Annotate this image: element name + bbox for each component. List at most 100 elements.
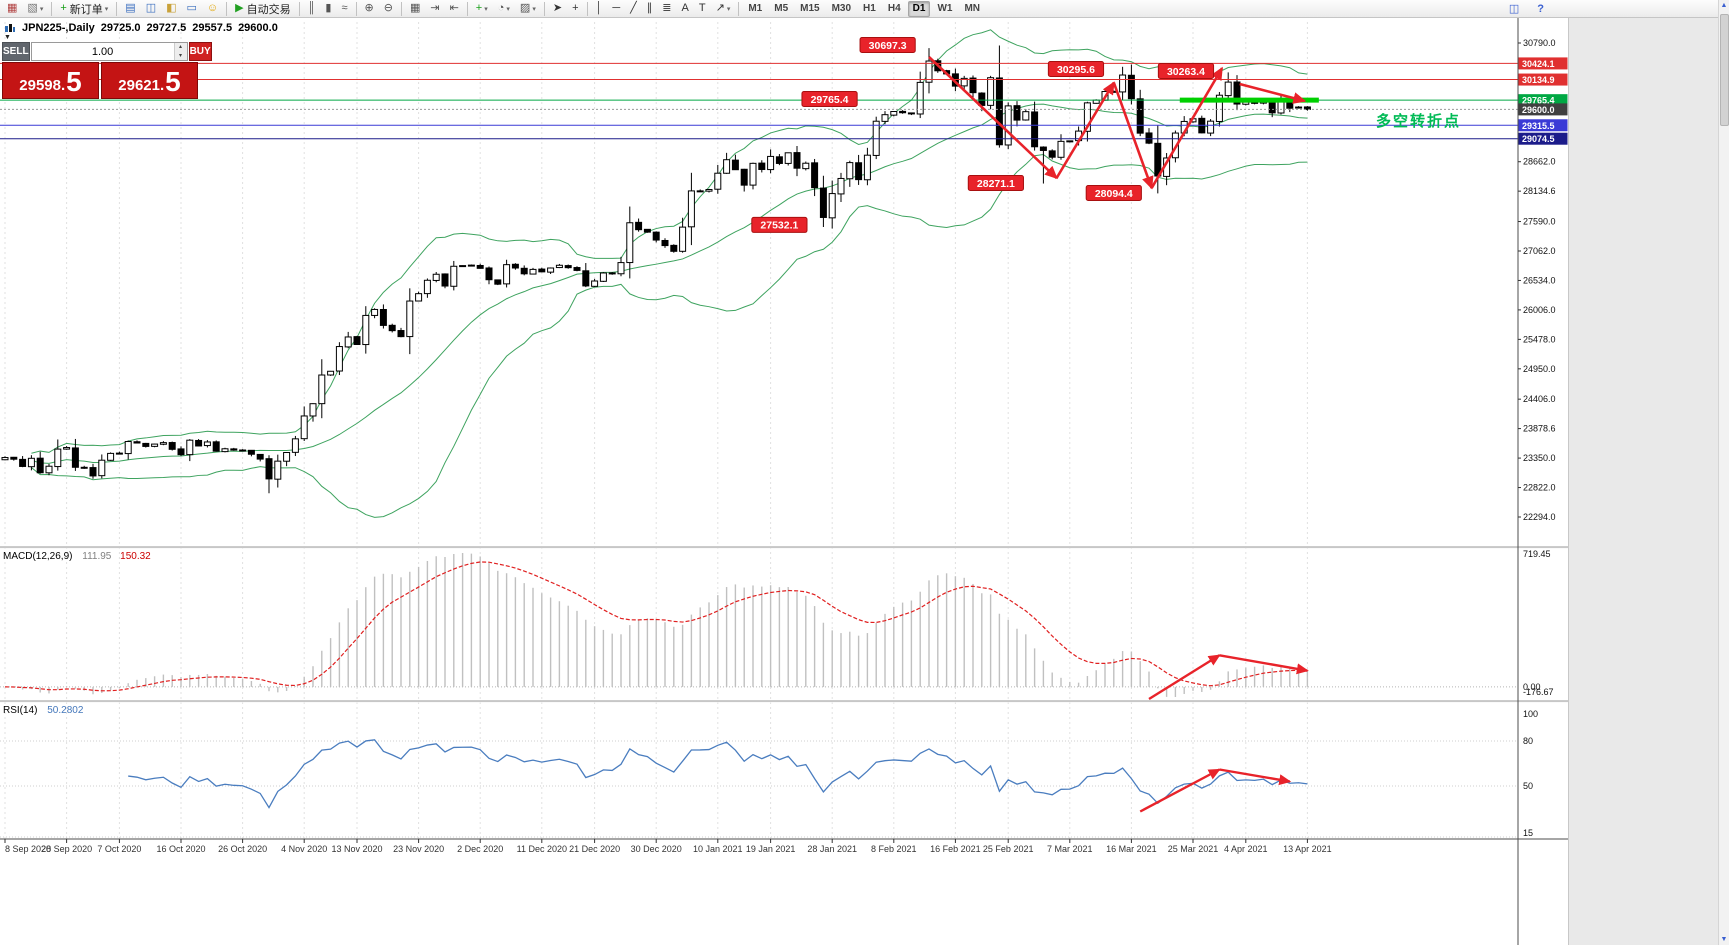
help-icon[interactable]: ? bbox=[1537, 2, 1544, 15]
candle bbox=[239, 449, 247, 452]
buy-button[interactable]: BUY bbox=[188, 42, 212, 61]
horizontal-line-icon: ─ bbox=[612, 2, 621, 14]
candle bbox=[124, 441, 132, 455]
candle bbox=[995, 77, 1003, 146]
annotation-price-label[interactable] bbox=[859, 37, 916, 54]
channel-icon[interactable]: ∥ bbox=[643, 0, 657, 17]
trend-arrow[interactable] bbox=[928, 56, 1058, 180]
indicators-icon[interactable]: + ▾ bbox=[472, 0, 492, 17]
candle bbox=[1207, 120, 1215, 134]
horizontal-line-icon[interactable]: ─ bbox=[608, 0, 624, 17]
text-label-icon[interactable]: T bbox=[695, 0, 710, 17]
sell-button[interactable]: SELL bbox=[2, 42, 30, 61]
turning-point-note[interactable]: 多空转折点 bbox=[1376, 113, 1462, 130]
timeframe-m30[interactable]: M30 bbox=[831, 3, 852, 14]
toolbar-separator bbox=[543, 1, 545, 16]
annotations[interactable]: 30697.3 30295.6 30263.4 29765.4 28271.1 28094… bbox=[751, 37, 1319, 813]
pane-separators[interactable] bbox=[0, 546, 1568, 840]
candle bbox=[555, 264, 563, 269]
templates-icon[interactable]: ▨ ▾ bbox=[516, 0, 540, 17]
line-chart-icon[interactable]: ≈ bbox=[337, 0, 351, 17]
volume-input[interactable] bbox=[31, 43, 174, 60]
annotation-price-label[interactable] bbox=[1047, 60, 1105, 77]
rsi-arrow[interactable] bbox=[1139, 768, 1221, 813]
annotation-price-label[interactable] bbox=[1157, 63, 1215, 80]
timeframe-h1[interactable]: H1 bbox=[863, 3, 876, 14]
annotation-price-label[interactable] bbox=[751, 216, 808, 233]
collapse-trading-panel-icon[interactable]: ▼ bbox=[4, 34, 11, 41]
macd-arrow[interactable] bbox=[1219, 654, 1309, 675]
timeframe-m15[interactable]: M15 bbox=[800, 3, 820, 14]
candle bbox=[547, 267, 555, 273]
timeframe-m1[interactable]: M1 bbox=[748, 3, 763, 14]
timeframe-w1[interactable]: W1 bbox=[937, 3, 953, 14]
rsi-tick-label: 50 bbox=[1523, 781, 1533, 791]
candlestick-chart-icon[interactable]: ▮ bbox=[321, 0, 335, 17]
data-window-icon[interactable]: ◫ bbox=[142, 0, 160, 17]
main-toolbar: ▦ ▧ ▾ + 新订单 ▾ ▤ ◫ ◧ ▭ ☺ ▶ 自动交易 ║ ▮ ≈ ⊕ ⊖ ▦ ⇥ ⇤ + ▾ ◔ ▾ ▨ ▾ ➤ + │ ─ ╱ ∥ ≣ A… bbox=[0, 0, 1719, 18]
scroll-thumb[interactable] bbox=[1720, 14, 1729, 126]
timeframe-m5[interactable]: M5 bbox=[774, 3, 789, 14]
annotation-price-label[interactable] bbox=[801, 91, 858, 108]
buy-price-button[interactable]: 29621. 5 bbox=[101, 62, 198, 99]
new-chart-icon[interactable]: ▦ bbox=[3, 0, 21, 17]
trend-arrow[interactable] bbox=[1055, 81, 1115, 179]
grid bbox=[4, 22, 1308, 839]
candle bbox=[283, 452, 291, 462]
cursor-icon[interactable]: ➤ bbox=[549, 0, 566, 17]
price-tick-label: 22822.0 bbox=[1523, 483, 1556, 493]
annotation-price-label[interactable] bbox=[1085, 184, 1142, 201]
vertical-line-icon[interactable]: │ bbox=[592, 0, 607, 17]
zoom-in-icon[interactable]: ⊕ bbox=[361, 0, 378, 17]
chart-window[interactable]: 30790.0 28662.0 28134.6 27590.0 27062.0 26534… bbox=[0, 18, 1568, 945]
price-chart-svg[interactable]: 30790.0 28662.0 28134.6 27590.0 27062.0 26534… bbox=[0, 18, 1568, 945]
new-order-button[interactable]: + 新订单 ▾ bbox=[56, 0, 112, 17]
macd-pane bbox=[0, 553, 1518, 697]
scroll-up-icon[interactable]: ▲ bbox=[1720, 2, 1728, 9]
price-tick-label: 23350.0 bbox=[1523, 453, 1556, 463]
vertical-scrollbar[interactable]: ▲ ▼ bbox=[1718, 0, 1729, 945]
candle bbox=[247, 449, 255, 455]
rsi-arrow[interactable] bbox=[1219, 768, 1292, 786]
timeframe-h4[interactable]: H4 bbox=[887, 3, 901, 14]
macd-arrow[interactable] bbox=[1148, 654, 1221, 701]
trend-arrow[interactable] bbox=[1112, 82, 1154, 190]
tile-windows-icon[interactable]: ▦ bbox=[406, 0, 424, 17]
trendline-icon[interactable]: ╱ bbox=[626, 0, 641, 17]
terminal-icon[interactable]: ▭ bbox=[183, 0, 201, 17]
periods-icon[interactable]: ◔ ▾ bbox=[494, 0, 514, 17]
right-gutter bbox=[1568, 18, 1720, 945]
text-icon[interactable]: A bbox=[678, 0, 693, 17]
autotrading-button[interactable]: ▶ 自动交易 bbox=[231, 0, 294, 17]
annotation-price-label[interactable] bbox=[967, 174, 1024, 191]
scroll-down-icon[interactable]: ▼ bbox=[1720, 936, 1728, 943]
chart-shift-icon[interactable]: ⇤ bbox=[446, 0, 463, 17]
trend-arrow[interactable] bbox=[1150, 66, 1224, 189]
shapes-icon[interactable]: ↗ ▾ bbox=[712, 0, 735, 17]
zoom-out-icon[interactable]: ⊖ bbox=[380, 0, 397, 17]
profiles-icon[interactable]: ▧ ▾ bbox=[23, 0, 47, 17]
candle bbox=[1039, 146, 1047, 151]
timeframe-d1[interactable]: D1 bbox=[907, 0, 931, 17]
candle bbox=[573, 267, 581, 271]
candle bbox=[643, 228, 651, 233]
crosshair-icon[interactable]: + bbox=[568, 0, 582, 17]
auto-scroll-icon[interactable]: ⇥ bbox=[426, 0, 443, 17]
date-label: 16 Feb 2021 bbox=[930, 844, 981, 854]
bar-chart-icon[interactable]: ║ bbox=[304, 0, 320, 17]
community-icon[interactable]: ☺ bbox=[203, 0, 222, 17]
candle bbox=[71, 447, 79, 468]
docking-icon[interactable]: ◫ bbox=[1508, 3, 1520, 15]
navigator-icon[interactable]: ◧ bbox=[162, 0, 180, 17]
candle bbox=[1, 457, 9, 461]
fibonacci-icon[interactable]: ≣ bbox=[658, 0, 675, 17]
market-watch-icon[interactable]: ▤ bbox=[121, 0, 139, 17]
candle bbox=[758, 162, 766, 170]
timeframe-mn[interactable]: MN bbox=[964, 3, 980, 14]
trend-arrow[interactable] bbox=[1239, 82, 1307, 104]
sell-price-button[interactable]: 29598. 5 bbox=[2, 62, 99, 99]
volume-up-icon[interactable]: ▴ bbox=[174, 43, 187, 52]
indicators-icon: + bbox=[475, 2, 483, 14]
volume-down-icon[interactable]: ▾ bbox=[174, 51, 187, 60]
navigator-icon: ◧ bbox=[166, 2, 177, 14]
